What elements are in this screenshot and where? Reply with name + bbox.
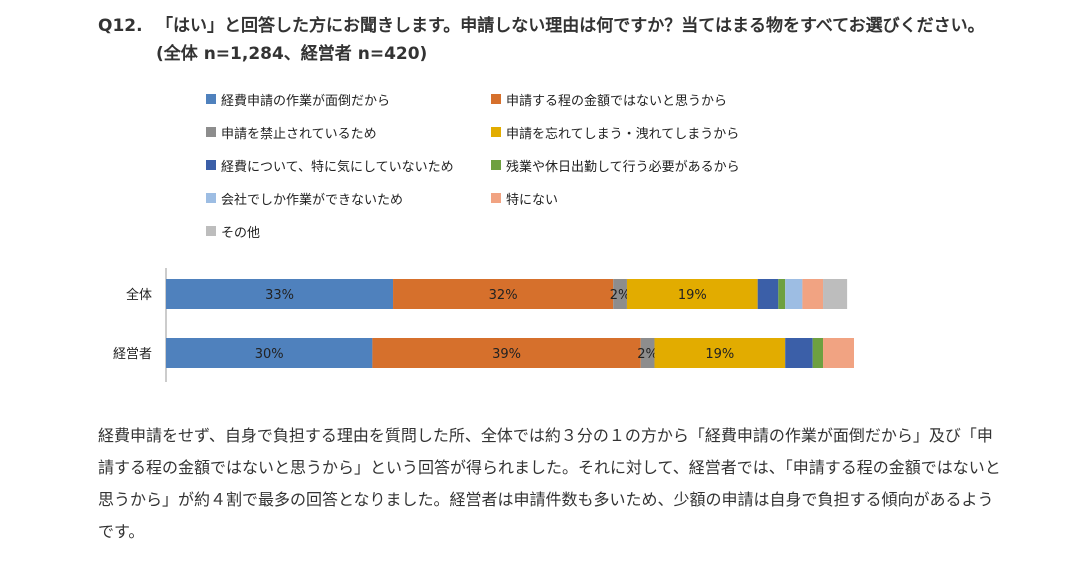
legend-swatch (491, 193, 501, 203)
data-label: 19% (705, 347, 734, 362)
legend-item: 経費について、特に気にしていないため (206, 154, 454, 176)
legend-swatch (206, 127, 216, 137)
legend-swatch (206, 160, 216, 170)
data-label: 30% (255, 347, 284, 362)
bar-segment (613, 279, 627, 309)
bar-segment (812, 338, 824, 368)
bar-segment (626, 279, 758, 309)
legend-swatch (491, 127, 501, 137)
data-label: 19% (678, 288, 707, 303)
category-label: 全体 (126, 287, 152, 303)
legend-label: 会社でしか作業ができないため (221, 192, 404, 208)
legend-label: 経費申請の作業が面倒だから (221, 93, 391, 109)
bar-segment (640, 338, 655, 368)
legend-label: 申請を忘れてしまう・洩れてしまうから (506, 126, 740, 142)
legend-item: 会社でしか作業ができないため (206, 187, 403, 209)
bar-segment (166, 279, 394, 309)
legend-swatch (206, 193, 216, 203)
bar-segment (785, 279, 803, 309)
data-label: 32% (489, 288, 518, 303)
data-label: 33% (265, 288, 294, 303)
bar-segment (785, 338, 813, 368)
data-label: 2% (637, 347, 658, 362)
stacked-bar-chart: 全体 33% 32% 2% 19% 経営者 30% 39% 2% 19% (113, 268, 854, 382)
chart-legend: 経費申請の作業が面倒だから 申請する程の金額ではないと思うから申請を禁止されている… (206, 88, 806, 248)
legend-label: 申請する程の金額ではないと思うから (506, 93, 728, 109)
bar-segment (757, 279, 779, 309)
bar-segment (802, 279, 824, 309)
legend-item: その他 (206, 220, 260, 242)
legend-label: 残業や休日出勤して行う必要があるから (506, 159, 740, 175)
question-number: Q12. (98, 16, 143, 36)
bar-segment (393, 279, 614, 309)
bar-segment (372, 338, 641, 368)
question-text: 「はい」と回答した方にお聞きします。申請しない理由は何ですか？当てはまる物をすべ… (156, 16, 985, 64)
bar-segment (654, 338, 786, 368)
legend-item: 申請する程の金額ではないと思うから (491, 88, 727, 110)
legend-swatch (491, 160, 501, 170)
legend-item: 特にない (491, 187, 558, 209)
data-label: 2% (610, 288, 631, 303)
legend-swatch (206, 94, 216, 104)
legend-swatch (491, 94, 501, 104)
legend-swatch (206, 226, 216, 236)
description-block: 経費申請をせず、自身で負担する理由を質問した所、全体では約３分の１の方から「経費… (98, 420, 1008, 548)
data-label: 39% (492, 347, 521, 362)
legend-label: 経費について、特に気にしていないため (221, 159, 454, 175)
description-text: 経費申請をせず、自身で負担する理由を質問した所、全体では約３分の１の方から「経費… (98, 426, 1001, 541)
category-label: 経営者 (113, 347, 152, 362)
legend-item: 残業や休日出勤して行う必要があるから (491, 154, 740, 176)
legend-item: 申請を忘れてしまう・洩れてしまうから (491, 121, 739, 143)
bar-segment (166, 338, 373, 368)
bar-segment (778, 279, 786, 309)
legend-label: 申請を禁止されているため (221, 126, 377, 142)
legend-item: 経費申請の作業が面倒だから (206, 88, 390, 110)
bar-segment (823, 279, 848, 309)
legend-item: 申請を禁止されているため (206, 121, 377, 143)
legend-label: 特にない (506, 192, 559, 208)
bar-segment (823, 338, 854, 368)
legend-label: その他 (221, 225, 261, 241)
